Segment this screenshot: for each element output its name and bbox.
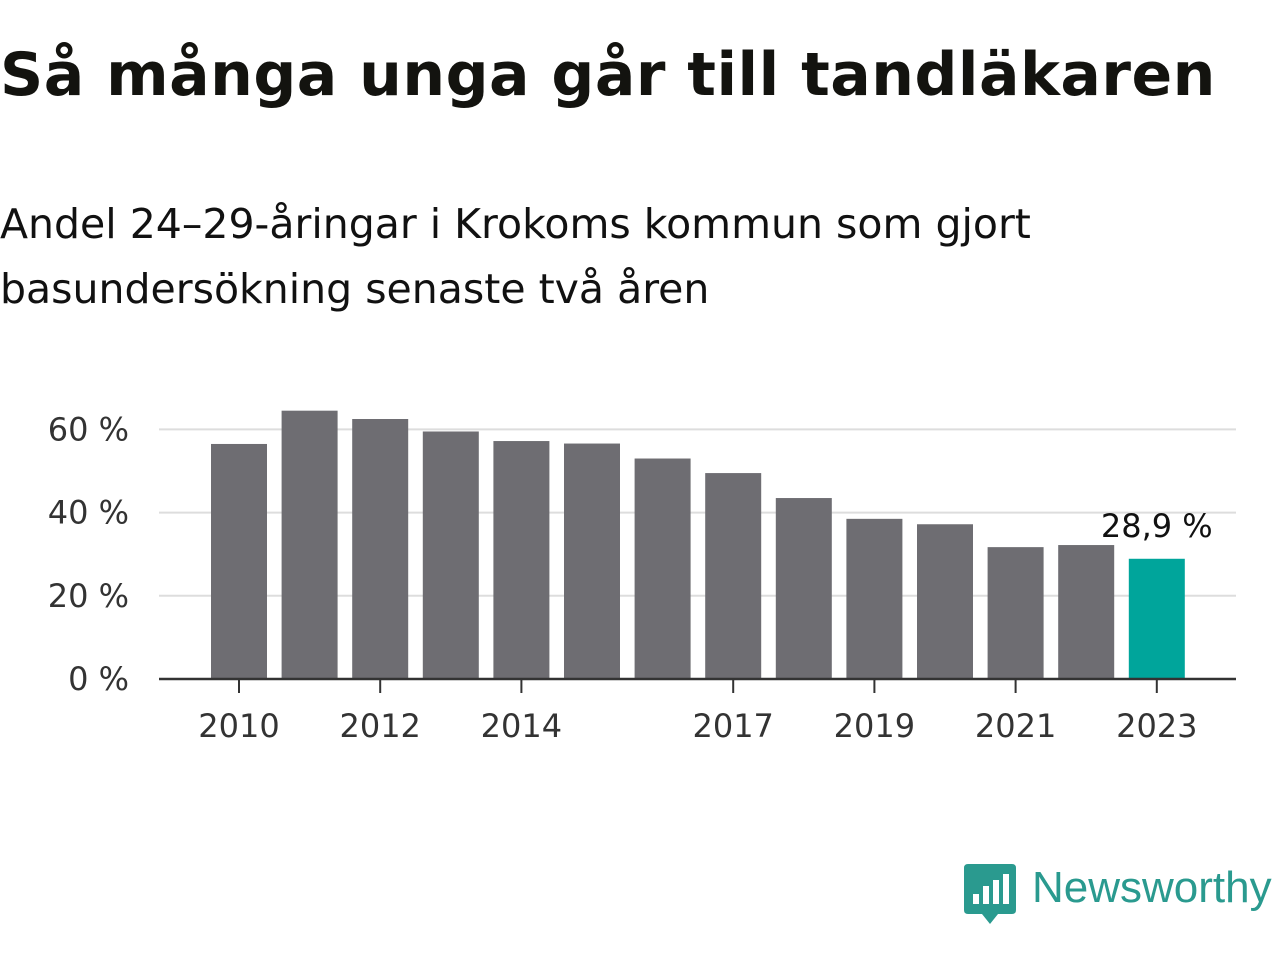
- bars: [211, 410, 1185, 679]
- x-tick-label: 2014: [481, 707, 562, 745]
- x-tick-label: 2019: [834, 707, 915, 745]
- bar-2017: [705, 473, 762, 679]
- chart-title: Så många unga går till tandläkaren: [0, 40, 1216, 110]
- bar-chart: 0 % 20 % 40 % 60 % 2010 2012 2014 2017 2019 2021…: [48, 410, 1236, 745]
- x-tick-label: 2023: [1116, 707, 1197, 745]
- brand-name: Newsworthy: [1032, 863, 1272, 912]
- bar-2022: [1058, 545, 1115, 679]
- bar-2014: [493, 441, 550, 679]
- bar-2021: [987, 547, 1044, 679]
- y-tick-label: 0 %: [68, 660, 129, 698]
- x-tick-label: 2017: [692, 707, 773, 745]
- bar-2015: [564, 443, 620, 679]
- newsworthy-logo-icon: [964, 864, 1016, 924]
- bar-2013: [422, 431, 479, 679]
- bar-2020: [917, 524, 973, 679]
- bar-2018: [775, 498, 832, 679]
- x-axis-ticks: 2010 2012 2014 2017 2019 2021 2023: [198, 679, 1198, 745]
- bar-2010: [211, 443, 267, 679]
- bar-2023: [1128, 558, 1185, 679]
- highlight-data-label: 28,9 %: [1101, 507, 1213, 545]
- y-axis-tick-labels: 0 % 20 % 40 % 60 %: [48, 410, 129, 698]
- bar-2011: [281, 410, 338, 679]
- bar-2016: [634, 458, 691, 679]
- y-tick-label: 20 %: [48, 577, 129, 615]
- chart-subtitle: Andel 24–29-åringar i Krokoms kommun som…: [0, 200, 1031, 313]
- grid-lines: [159, 428, 1236, 597]
- y-tick-label: 60 %: [48, 410, 129, 448]
- y-tick-label: 40 %: [48, 494, 129, 532]
- x-tick-label: 2021: [975, 707, 1056, 745]
- x-tick-label: 2010: [198, 707, 279, 745]
- bar-2012: [352, 419, 409, 679]
- x-tick-label: 2012: [339, 707, 420, 745]
- bar-2019: [846, 518, 903, 679]
